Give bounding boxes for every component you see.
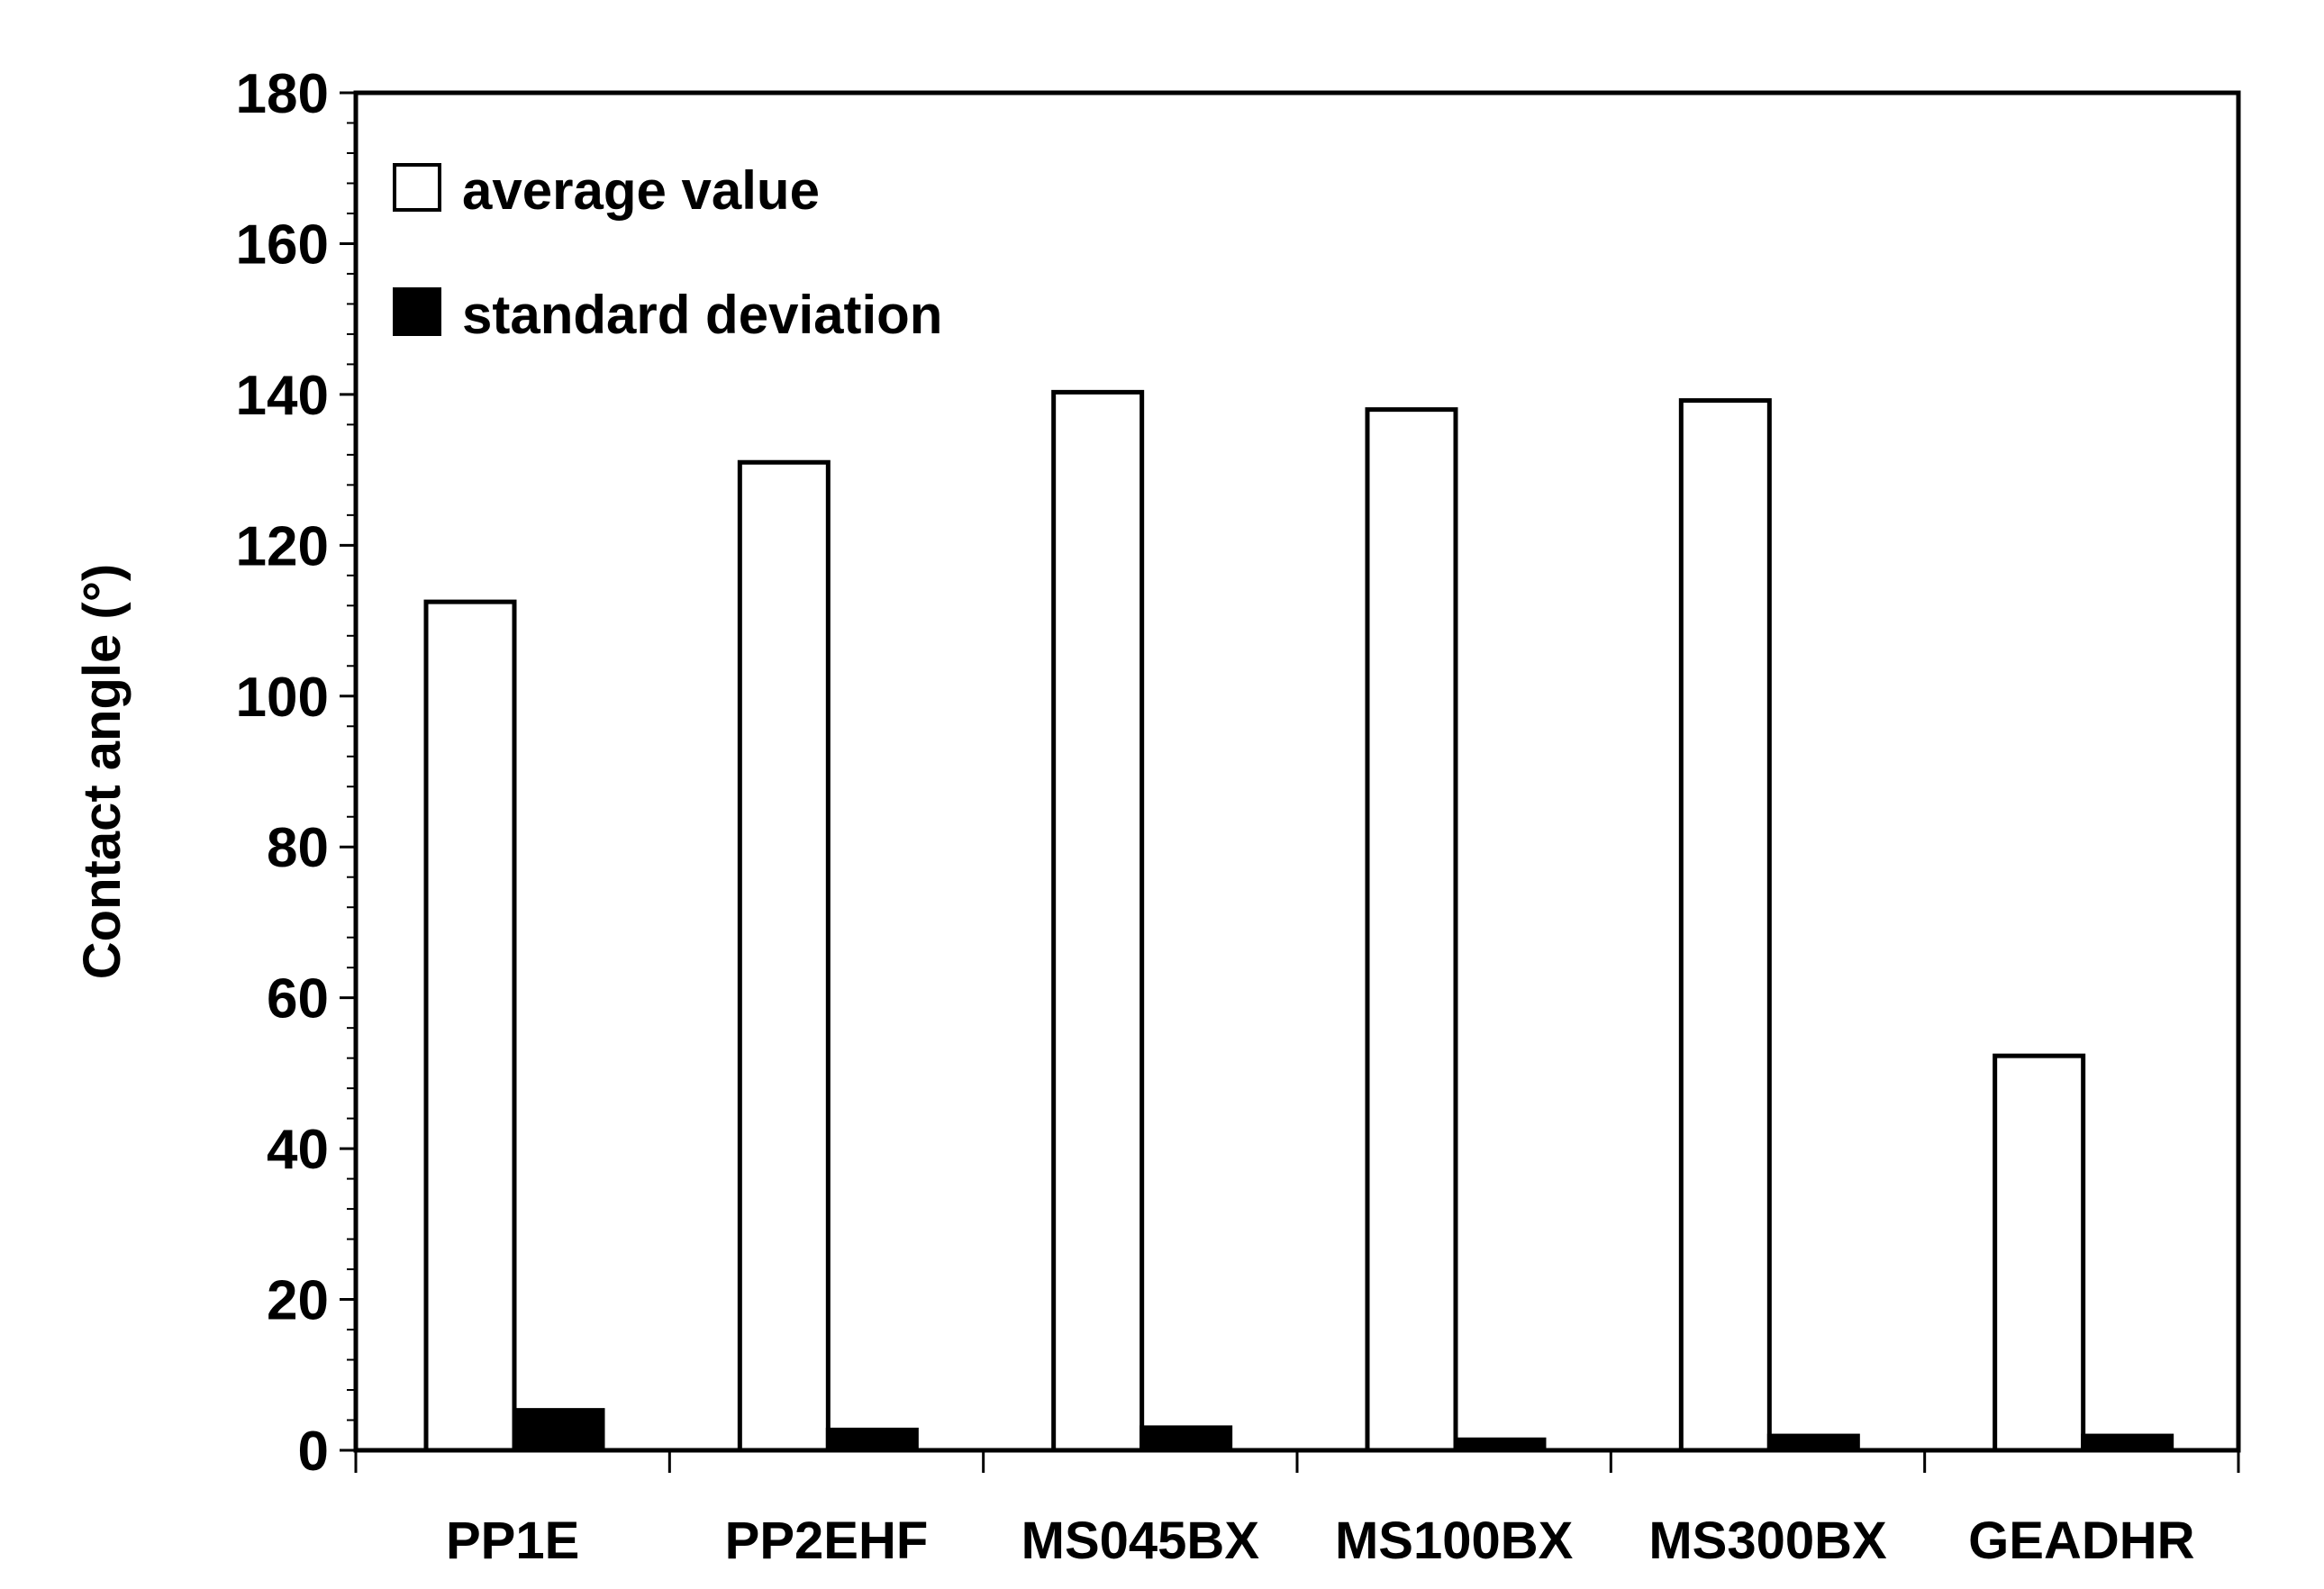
bar-standard-deviation — [1139, 1425, 1233, 1453]
x-category-label: PP1E — [446, 1512, 579, 1570]
y-tick-label: 140 — [236, 365, 329, 427]
y-tick-label: 180 — [236, 63, 329, 125]
y-tick-label: 40 — [267, 1119, 329, 1181]
y-tick-label: 160 — [236, 213, 329, 276]
x-category-label: MS100BX — [1335, 1512, 1574, 1570]
y-tick-label: 20 — [267, 1270, 329, 1332]
y-tick-label: 100 — [236, 667, 329, 729]
bar-average-value — [423, 599, 517, 1453]
x-category-label: GEADHR — [1968, 1512, 2194, 1570]
bar-average-value — [737, 459, 831, 1453]
legend-label-average-value: average value — [462, 160, 820, 221]
bar-average-value — [1365, 407, 1458, 1453]
y-axis-title: Contact angle (°) — [73, 564, 132, 979]
x-category-label: PP2EHF — [725, 1512, 929, 1570]
x-category-label: MS045BX — [1021, 1512, 1260, 1570]
y-tick-label: 120 — [236, 515, 329, 577]
y-axis: 0 20 40 60 80 100 120 140 160 180 — [236, 63, 359, 1483]
bar-average-value — [1993, 1053, 2086, 1453]
legend-swatch-standard-deviation — [393, 287, 441, 336]
y-tick-label: 0 — [298, 1421, 329, 1483]
x-axis: PP1E PP2EHF MS045BX MS100BX MS300BX GEADHR — [354, 1450, 2240, 1570]
bar-standard-deviation — [512, 1408, 605, 1453]
bar-average-value — [1678, 398, 1772, 1453]
bar-average-value — [1051, 389, 1145, 1453]
bar-standard-deviation — [825, 1427, 919, 1453]
y-tick-label: 80 — [267, 817, 329, 879]
y-tick-label: 60 — [267, 968, 329, 1031]
bar-group — [423, 389, 2174, 1453]
legend: average value standard deviation — [393, 160, 942, 345]
legend-label-standard-deviation: standard deviation — [462, 285, 942, 345]
x-category-label: MS300BX — [1648, 1512, 1887, 1570]
legend-swatch-average-value — [393, 163, 441, 212]
